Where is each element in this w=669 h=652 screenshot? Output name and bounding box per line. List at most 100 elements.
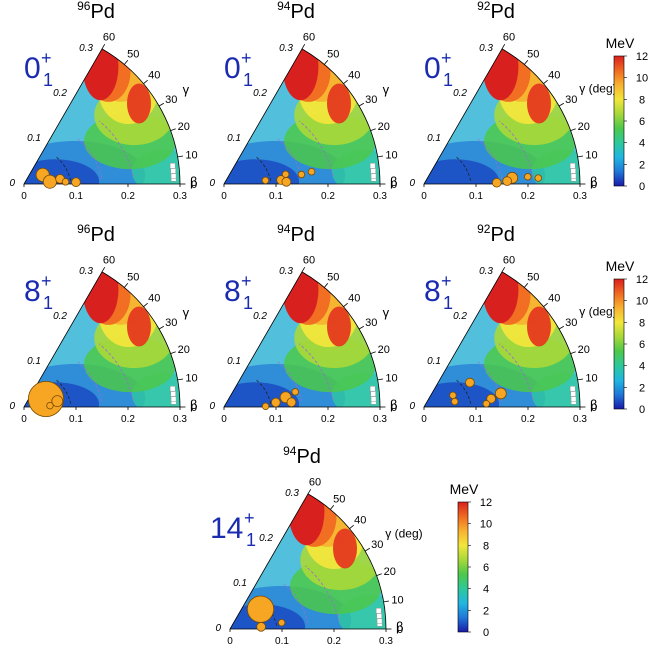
state-parity: +: [441, 271, 452, 291]
weight-circle: [291, 388, 299, 396]
gamma-axis-label: γ: [383, 305, 390, 320]
contour-line: [456, 379, 472, 404]
gamma-tick-label: 60: [103, 32, 115, 44]
radial-tick-label: 0.1: [27, 356, 41, 367]
gamma-tick-label: 30: [371, 539, 383, 551]
grid-square: [370, 173, 377, 179]
radial-tick-label: 0.1: [427, 133, 441, 144]
grid-square: [570, 173, 577, 179]
mass-number: 92: [477, 222, 491, 236]
gamma-tick-label: 40: [348, 70, 360, 82]
colorbar-bar: [457, 501, 469, 633]
gamma-tick-label: 40: [548, 70, 560, 82]
beta-tick-label: 0.3: [173, 414, 187, 425]
radial-tick-label: 0.2: [253, 88, 267, 99]
gamma-tick: [343, 79, 348, 85]
state-label: 0: [424, 52, 441, 85]
radial-tick-label: 0.3: [279, 266, 293, 277]
state-parity: +: [241, 48, 252, 68]
weight-circle: [524, 173, 532, 181]
gamma-tick-label: 40: [148, 70, 160, 82]
colorbar-tick-label: 6: [483, 562, 489, 574]
mass-number: 94: [283, 444, 297, 458]
gamma-tick: [323, 60, 329, 65]
panel-title: 92Pd: [477, 0, 515, 23]
colorbar-tick-label: 0: [639, 181, 645, 193]
radial-tick-label: 0: [9, 178, 15, 189]
gamma-tick-label: 10: [185, 149, 197, 161]
gamma-tick: [358, 102, 365, 107]
radial-tick-label: 0.2: [453, 311, 467, 322]
colorbar-2: MeV 0 2 4 6 8 10 12: [606, 258, 649, 416]
contour-line: [99, 120, 134, 177]
gamma-tick-label: 10: [585, 149, 597, 161]
element-symbol: Pd: [290, 224, 314, 246]
gamma-tick: [307, 488, 312, 495]
gamma-tick-label: 50: [527, 272, 539, 284]
gamma-axis-label: γ: [183, 82, 190, 97]
beta-tick-label: 0.1: [69, 414, 83, 425]
beta-tick-label: 0: [221, 191, 227, 202]
grid-square: [375, 607, 382, 614]
beta-tick-label: 0.1: [469, 414, 483, 425]
gamma-axis-label: γ (deg): [579, 305, 616, 319]
gamma-tick-label: 60: [309, 477, 321, 489]
high-arc-region: [527, 83, 552, 124]
colorbar-tick-label: 10: [636, 73, 648, 85]
state-parity: +: [244, 508, 255, 528]
gamma-tick-label: 20: [178, 121, 190, 133]
state-parity: +: [241, 271, 252, 291]
state-label: 8: [24, 275, 41, 308]
beta-tick-label: 0.2: [121, 191, 135, 202]
colorbar-tick-label: 12: [480, 497, 492, 509]
weight-circle: [465, 377, 475, 388]
colorbar-bar: [613, 55, 625, 187]
element-symbol: Pd: [90, 224, 114, 246]
radial-tick-label: 0: [409, 401, 415, 412]
gamma-tick-label: 20: [578, 121, 590, 133]
weight-circle: [297, 170, 306, 179]
colorbar-unit: MeV: [606, 35, 635, 51]
weight-circle: [42, 174, 57, 189]
gamma-tick-label: 0: [391, 402, 397, 414]
weight-circle: [451, 397, 459, 406]
gamma-tick-label: 20: [178, 344, 190, 356]
state-parity: +: [41, 48, 52, 68]
element-symbol: Pd: [490, 224, 514, 246]
gamma-tick: [358, 325, 365, 330]
contour-line: [456, 156, 472, 181]
radial-tick-label: 0: [409, 178, 415, 189]
weight-circle: [71, 177, 81, 187]
grid-square: [170, 396, 177, 402]
gamma-tick: [577, 378, 584, 381]
panel-title: 96Pd: [77, 0, 115, 23]
high-arc-region: [327, 83, 352, 124]
gamma-tick-label: 60: [103, 255, 115, 267]
contour-line: [256, 156, 272, 181]
beta-tick-label: 0.1: [469, 191, 483, 202]
gamma-tick-label: 0: [191, 402, 197, 414]
state-index: 1: [443, 293, 453, 313]
state-index: 1: [246, 530, 256, 550]
gamma-tick-label: 60: [503, 32, 515, 44]
radial-tick-label: 0.3: [479, 266, 493, 277]
beta-tick-label: 0.2: [121, 414, 135, 425]
gamma-tick-label: 20: [378, 344, 390, 356]
gamma-tick: [501, 266, 506, 273]
weight-circle: [261, 176, 270, 185]
gamma-tick: [558, 102, 565, 107]
gamma-tick: [329, 505, 335, 510]
gamma-tick: [523, 283, 529, 288]
gamma-tick: [543, 79, 548, 85]
gamma-tick-label: 20: [578, 344, 590, 356]
weight-circle: [261, 402, 270, 410]
beta-tick-label: 0.2: [321, 414, 335, 425]
beta-tick-label: 0.3: [573, 191, 587, 202]
colorbar-tick-label: 8: [639, 94, 645, 106]
beta-tick-label: 0: [21, 414, 27, 425]
beta-tick-label: 0: [421, 414, 427, 425]
beta-tick-label: 0.3: [373, 414, 387, 425]
grid-square: [369, 162, 376, 169]
gamma-axis-label: γ (deg): [579, 82, 616, 96]
contour-line: [56, 156, 72, 181]
